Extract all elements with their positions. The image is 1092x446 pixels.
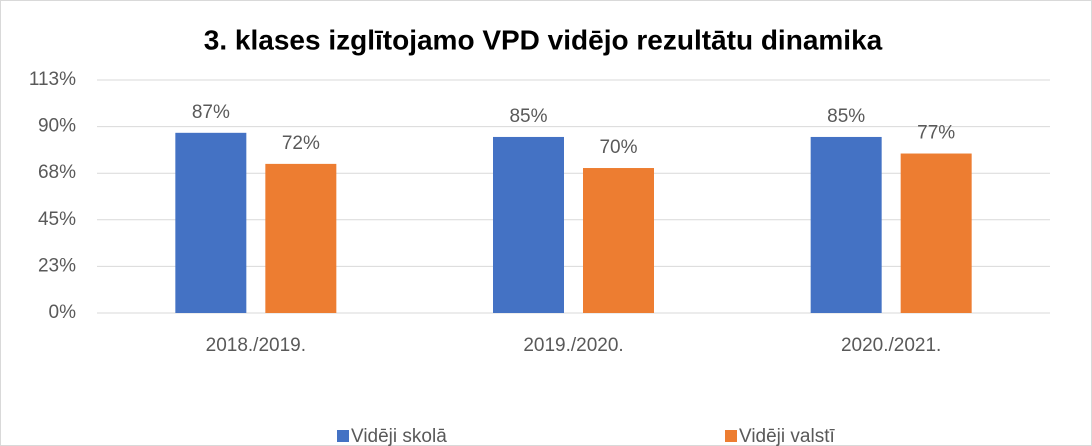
data-label: 85% <box>827 106 865 127</box>
y-tick-label: 90% <box>38 116 76 137</box>
legend-swatch <box>337 430 349 442</box>
y-tick-label: 0% <box>49 302 77 323</box>
y-tick-label: 45% <box>38 209 76 230</box>
data-label: 77% <box>917 123 955 144</box>
y-tick-label: 68% <box>38 162 76 183</box>
bar <box>583 168 654 313</box>
bar <box>900 153 972 313</box>
x-tick-label: 2020./2021. <box>841 335 941 356</box>
bar <box>265 163 337 313</box>
legend-label: Vidēji valstī <box>739 426 835 446</box>
bar <box>810 136 882 313</box>
legend-swatch <box>725 430 737 442</box>
bar <box>493 136 564 313</box>
x-tick-label: 2019./2020. <box>523 335 623 356</box>
y-tick-label: 113% <box>29 69 76 90</box>
data-label: 72% <box>282 133 320 154</box>
x-tick-label: 2018./2019. <box>206 335 306 356</box>
data-label: 70% <box>599 137 637 158</box>
legend-label: Vidēji skolā <box>351 426 447 446</box>
y-tick-label: 23% <box>38 255 76 276</box>
bar <box>175 132 247 313</box>
data-label: 87% <box>192 102 230 123</box>
chart-title: 3. klases izglītojamo VPD vidējo rezultā… <box>204 24 883 55</box>
data-label: 85% <box>509 106 547 127</box>
